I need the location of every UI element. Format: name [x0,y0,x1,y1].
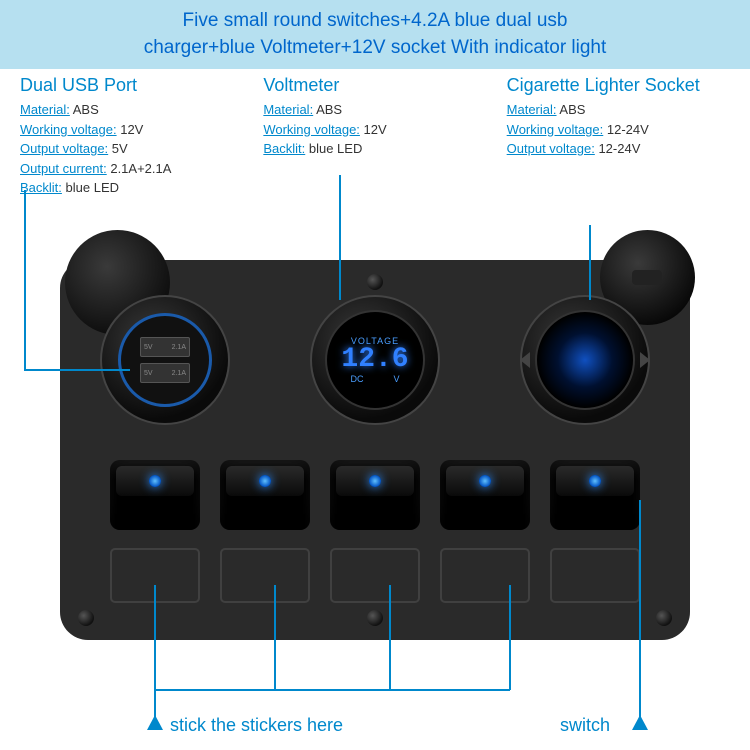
spec-val: blue LED [66,180,119,195]
spec-key: Output voltage: [507,141,595,156]
led-icon [259,475,271,487]
spec-lighter-title: Cigarette Lighter Socket [507,75,730,96]
spec-key: Working voltage: [20,122,117,137]
spec-key: Output voltage: [20,141,108,156]
voltmeter-display: VOLTAGE 12.6 DCV [325,310,425,410]
callout-switch: switch [560,715,610,736]
spec-key: Material: [263,102,313,117]
lighter-module [510,285,660,435]
spec-val: ABS [316,102,342,117]
voltage-reading: 12.6 [341,346,408,374]
header-banner: Five small round switches+4.2A blue dual… [0,0,750,69]
usb-amp: 2.1A [172,370,186,377]
spec-key: Backlit: [20,180,62,195]
led-icon [589,475,601,487]
rocker-switch [440,460,530,530]
dc-label: DC [350,374,363,384]
header-line-1: Five small round switches+4.2A blue dual… [30,8,720,35]
spec-val: 12V [120,122,143,137]
spec-val: blue LED [309,141,362,156]
usb-amp: 2.1A [172,344,186,351]
spec-val: 12V [364,122,387,137]
led-icon [149,475,161,487]
rocker-switch [550,460,640,530]
usb-slot: 5V 2.1A [140,337,190,357]
switches-row [60,460,690,530]
sticker-slot [550,548,640,603]
voltmeter-module: VOLTAGE 12.6 DCV [300,285,450,435]
sticker-slot [440,548,530,603]
spec-voltmeter: Voltmeter Material: ABS Working voltage:… [263,75,486,198]
rocker-switch [110,460,200,530]
usb-inner: 5V 2.1A 5V 2.1A [118,313,212,407]
spec-val: ABS [559,102,585,117]
usb-module: 5V 2.1A 5V 2.1A [90,285,240,435]
spec-val: ABS [73,102,99,117]
sticker-slot [330,548,420,603]
screw-icon [656,610,672,626]
sticker-slot [220,548,310,603]
lighter-socket-icon [535,310,635,410]
spec-lighter: Cigarette Lighter Socket Material: ABS W… [507,75,730,198]
screw-icon [367,610,383,626]
spec-val: 12-24V [607,122,649,137]
header-line-2: charger+blue Voltmeter+12V socket With i… [30,35,720,62]
usb-5v: 5V [144,344,153,351]
sticker-slot [110,548,200,603]
top-modules: 5V2.1A 5V2.1A VOLTAGE 12.6 DCV [60,285,690,435]
usb-slot: 5V 2.1A [140,363,190,383]
led-icon [479,475,491,487]
switch-panel: 5V2.1A 5V2.1A VOLTAGE 12.6 DCV [60,260,690,640]
rocker-switch [220,460,310,530]
spec-val: 12-24V [598,141,640,156]
spec-val: 5V [112,141,128,156]
stickers-row [60,548,690,603]
spec-usb: Dual USB Port Material: ABS Working volt… [20,75,243,198]
spec-key: Backlit: [263,141,305,156]
rocker-switch [330,460,420,530]
specs-row: Dual USB Port Material: ABS Working volt… [0,69,750,198]
spec-key: Material: [507,102,557,117]
spec-key: Material: [20,102,70,117]
spec-voltmeter-title: Voltmeter [263,75,486,96]
spec-key: Output current: [20,161,107,176]
usb-5v: 5V [144,370,153,377]
spec-usb-title: Dual USB Port [20,75,243,96]
spec-key: Working voltage: [507,122,604,137]
callout-stickers: stick the stickers here [170,715,343,736]
screw-icon [78,610,94,626]
spec-key: Working voltage: [263,122,360,137]
spec-val: 2.1A+2.1A [110,161,171,176]
led-icon [369,475,381,487]
v-label: V [393,374,399,384]
